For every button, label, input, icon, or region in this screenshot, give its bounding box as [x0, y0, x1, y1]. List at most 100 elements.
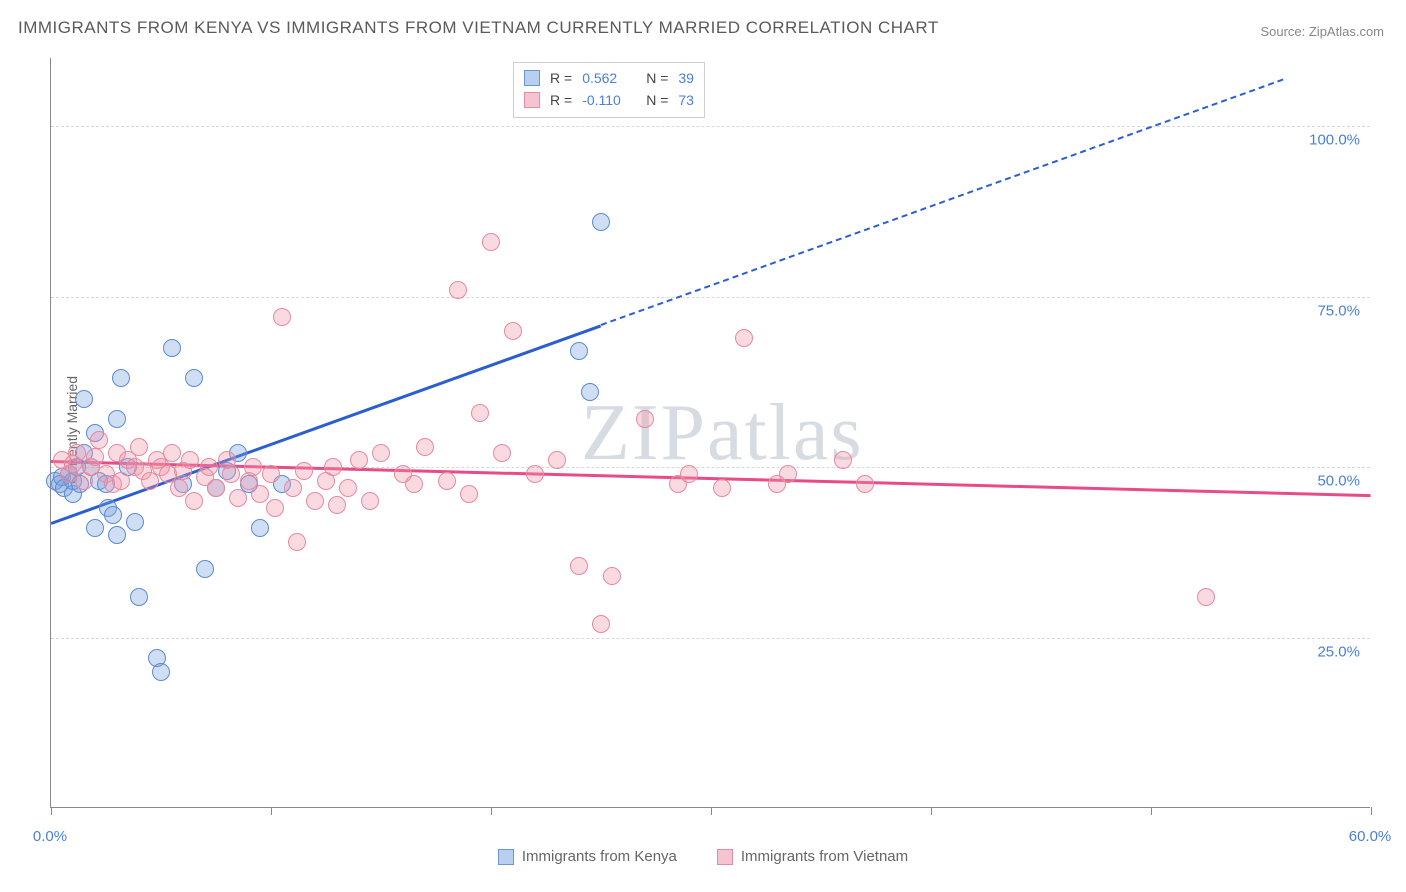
scatter-point: [680, 465, 698, 483]
scatter-point: [471, 404, 489, 422]
scatter-point: [152, 663, 170, 681]
scatter-point: [581, 383, 599, 401]
scatter-point: [163, 444, 181, 462]
scatter-point: [548, 451, 566, 469]
scatter-point: [324, 458, 342, 476]
scatter-point: [108, 410, 126, 428]
scatter-point: [104, 506, 122, 524]
scatter-point: [75, 390, 93, 408]
scatter-point: [361, 492, 379, 510]
x-tick: [711, 807, 712, 815]
scatter-point: [181, 451, 199, 469]
x-tick: [931, 807, 932, 815]
r-label: R =: [550, 70, 572, 86]
y-tick-label: 50.0%: [1317, 473, 1360, 490]
n-value: 39: [678, 70, 694, 86]
scatter-point: [713, 479, 731, 497]
scatter-point: [735, 329, 753, 347]
scatter-point: [328, 496, 346, 514]
scatter-point: [449, 281, 467, 299]
scatter-point: [244, 458, 262, 476]
scatter-point: [460, 485, 478, 503]
n-label: N =: [646, 70, 668, 86]
stats-row: R = -0.110 N = 73: [524, 89, 694, 111]
series-swatch: [524, 70, 540, 86]
scatter-point: [570, 557, 588, 575]
x-tick: [271, 807, 272, 815]
scatter-point: [779, 465, 797, 483]
legend-bottom: Immigrants from Kenya Immigrants from Vie…: [0, 848, 1406, 865]
r-value: 0.562: [582, 70, 630, 86]
scatter-point: [592, 213, 610, 231]
scatter-point: [636, 410, 654, 428]
scatter-point: [251, 519, 269, 537]
scatter-point: [284, 479, 302, 497]
scatter-point: [108, 526, 126, 544]
source-attribution: Source: ZipAtlas.com: [1260, 24, 1384, 39]
x-tick-label: 60.0%: [1349, 828, 1392, 845]
scatter-point: [295, 462, 313, 480]
scatter-point: [372, 444, 390, 462]
x-tick: [1151, 807, 1152, 815]
scatter-point: [126, 513, 144, 531]
scatter-point: [112, 369, 130, 387]
r-label: R =: [550, 92, 572, 108]
x-tick: [51, 807, 52, 815]
scatter-point: [229, 489, 247, 507]
series-swatch: [524, 92, 540, 108]
scatter-point: [200, 458, 218, 476]
scatter-point: [112, 472, 130, 490]
scatter-point: [405, 475, 423, 493]
x-tick-label: 0.0%: [33, 828, 67, 845]
legend-label: Immigrants from Vietnam: [741, 848, 908, 865]
scatter-point: [251, 485, 269, 503]
scatter-plot-area: ZIPatlas 25.0% 50.0% 75.0% 100.0% R = 0.562 N …: [50, 58, 1370, 808]
scatter-point: [130, 588, 148, 606]
y-tick-label: 100.0%: [1309, 132, 1360, 149]
scatter-point: [306, 492, 324, 510]
scatter-point: [170, 479, 188, 497]
chart-title: IMMIGRANTS FROM KENYA VS IMMIGRANTS FROM…: [18, 18, 939, 38]
n-value: 73: [678, 92, 694, 108]
scatter-point: [222, 465, 240, 483]
legend-label: Immigrants from Kenya: [522, 848, 677, 865]
y-tick-label: 75.0%: [1317, 302, 1360, 319]
scatter-point: [592, 615, 610, 633]
scatter-point: [207, 479, 225, 497]
scatter-point: [262, 465, 280, 483]
scatter-point: [526, 465, 544, 483]
scatter-point: [570, 342, 588, 360]
scatter-point: [288, 533, 306, 551]
scatter-point: [416, 438, 434, 456]
scatter-point: [1197, 588, 1215, 606]
stats-row: R = 0.562 N = 39: [524, 67, 694, 89]
scatter-point: [339, 479, 357, 497]
scatter-point: [856, 475, 874, 493]
trend-line: [51, 324, 602, 524]
scatter-point: [603, 567, 621, 585]
gridline-horizontal: [51, 126, 1370, 127]
legend-item: Immigrants from Vietnam: [717, 848, 908, 865]
scatter-point: [90, 431, 108, 449]
y-tick-label: 25.0%: [1317, 643, 1360, 660]
scatter-point: [266, 499, 284, 517]
scatter-point: [185, 369, 203, 387]
scatter-point: [834, 451, 852, 469]
legend-swatch: [717, 849, 733, 865]
n-label: N =: [646, 92, 668, 108]
scatter-point: [482, 233, 500, 251]
scatter-point: [130, 438, 148, 456]
scatter-point: [493, 444, 511, 462]
scatter-point: [163, 339, 181, 357]
legend-item: Immigrants from Kenya: [498, 848, 677, 865]
r-value: -0.110: [582, 92, 630, 108]
scatter-point: [86, 448, 104, 466]
x-tick: [491, 807, 492, 815]
watermark: ZIPatlas: [581, 388, 864, 479]
scatter-point: [185, 492, 203, 510]
gridline-horizontal: [51, 297, 1370, 298]
scatter-point: [196, 560, 214, 578]
scatter-point: [273, 308, 291, 326]
x-tick: [1371, 807, 1372, 815]
scatter-point: [350, 451, 368, 469]
